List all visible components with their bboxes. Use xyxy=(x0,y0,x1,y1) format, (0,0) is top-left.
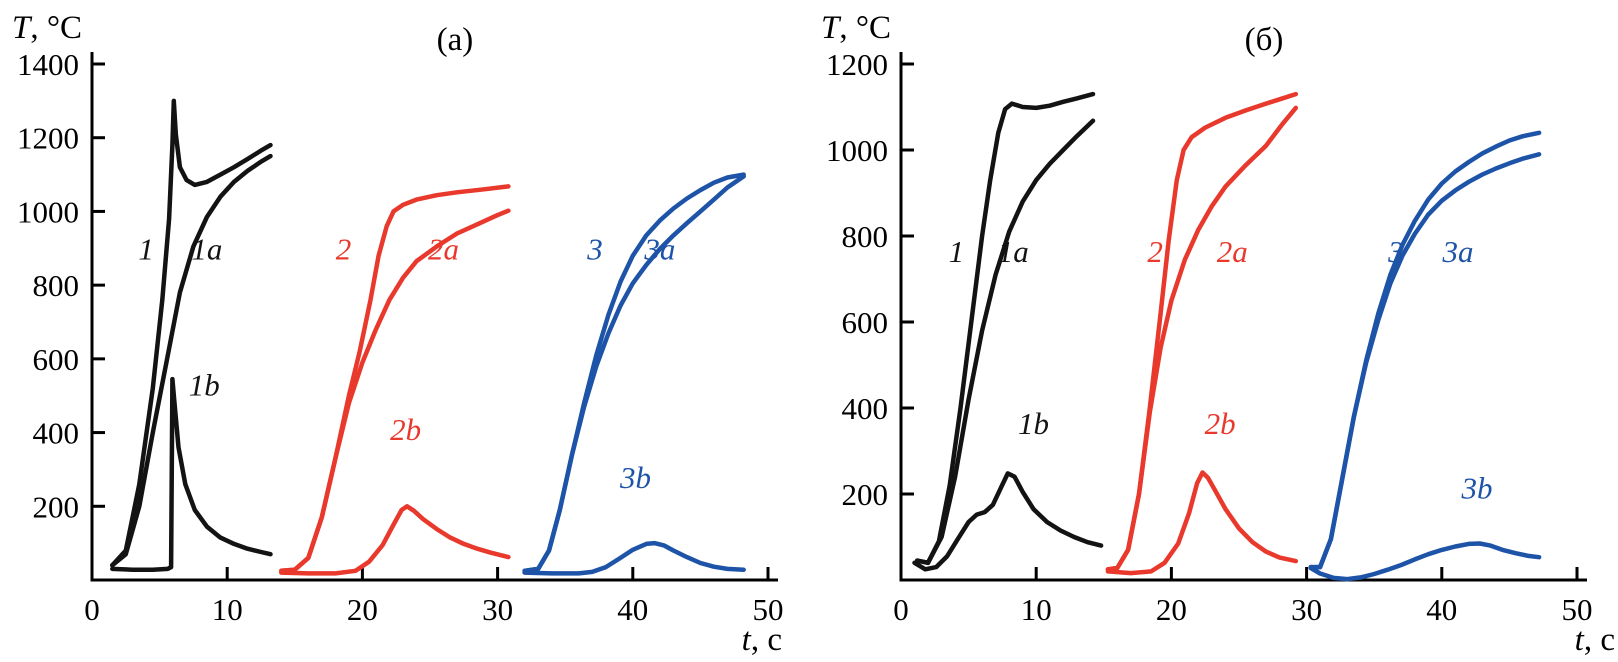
y-tick-label: 1000 xyxy=(826,133,888,168)
curve-label-1a: 1a xyxy=(998,234,1029,269)
curve-1a xyxy=(110,153,273,568)
x-axis-symbol: t xyxy=(1575,622,1585,658)
curve-label-1a: 1a xyxy=(191,231,222,266)
curve-1a xyxy=(914,118,1096,566)
curve-3b xyxy=(522,540,746,576)
curve-label-2a: 2a xyxy=(1217,234,1248,269)
curve-3a xyxy=(1308,152,1542,570)
y-tick-label: 1000 xyxy=(17,194,79,229)
x-axis-title: t, с xyxy=(742,622,782,658)
x-tick-label: 30 xyxy=(1291,592,1322,627)
y-tick-label: 1400 xyxy=(17,47,79,82)
x-tick-label: 20 xyxy=(1156,592,1187,627)
curve-label-2: 2 xyxy=(336,231,352,266)
plot-layer: 200 400 600 800 1000 1200 0 10 20 30 40 50 1 1a 1b 2 2a 2… xyxy=(826,47,1593,627)
curve-label-3b: 3b xyxy=(1460,470,1492,505)
curve-3b xyxy=(1308,541,1542,582)
curve-1 xyxy=(110,98,273,568)
y-axis-symbol: T xyxy=(821,10,842,46)
y-tick-label: 1200 xyxy=(17,121,79,156)
y-axis-title: T, °C xyxy=(821,10,891,46)
x-tick-label: 30 xyxy=(482,592,513,627)
y-axis-symbol: T xyxy=(12,10,33,46)
x-tick-label: 40 xyxy=(617,592,648,627)
curve-label-2b: 2b xyxy=(390,412,421,447)
curve-2 xyxy=(279,184,511,574)
x-tick-label: 50 xyxy=(1562,592,1593,627)
curve-1b xyxy=(110,376,273,572)
chart-panel-a: (а) T, °C t, с 200 400 600 800 1000 1200 1400 0… xyxy=(12,10,784,658)
curve-3 xyxy=(1308,130,1542,570)
x-tick-label: 40 xyxy=(1426,592,1457,627)
x-tick-label: 10 xyxy=(1021,592,1052,627)
curve-label-3: 3 xyxy=(586,231,603,266)
curve-label-2a: 2a xyxy=(428,231,459,266)
curve-label-3a: 3a xyxy=(1442,234,1474,269)
curve-1 xyxy=(914,91,1096,566)
curve-label-1: 1 xyxy=(138,231,154,266)
x-tick-label: 20 xyxy=(347,592,378,627)
curve-1b xyxy=(912,471,1104,572)
curve-label-3b: 3b xyxy=(619,460,651,495)
y-tick-label: 600 xyxy=(842,305,889,340)
axis-lines xyxy=(90,52,778,582)
y-axis-units: , °C xyxy=(30,10,82,46)
curve-2b xyxy=(1105,470,1299,576)
curve-label-3: 3 xyxy=(1387,234,1404,269)
x-axis-units: , с xyxy=(751,622,782,658)
x-tick-label: 0 xyxy=(84,592,100,627)
y-tick-label: 200 xyxy=(842,477,889,512)
curve-label-1b: 1b xyxy=(1018,406,1049,441)
y-axis-title: T, °C xyxy=(12,10,82,46)
curve-label-1b: 1b xyxy=(189,368,220,403)
panel-title-a: (а) xyxy=(437,22,474,58)
curve-2a xyxy=(279,208,511,574)
panel-title-b: (б) xyxy=(1245,22,1284,58)
curve-label-1: 1 xyxy=(949,234,965,269)
x-axis-units: , с xyxy=(1584,622,1615,658)
y-tick-label: 600 xyxy=(33,342,80,377)
curve-label-2: 2 xyxy=(1147,234,1163,269)
curve-3a xyxy=(522,174,746,574)
y-tick-label: 400 xyxy=(842,391,889,426)
x-tick-label: 10 xyxy=(212,592,243,627)
plot-layer: 200 400 600 800 1000 1200 1400 0 10 20 30 40 50 1 1a 1b… xyxy=(17,47,784,627)
x-axis-symbol: t xyxy=(742,622,752,658)
y-tick-label: 800 xyxy=(842,219,889,254)
y-tick-label: 800 xyxy=(33,268,80,303)
curve-2b xyxy=(279,504,511,576)
y-axis-units: , °C xyxy=(839,10,891,46)
y-tick-label: 200 xyxy=(33,489,80,524)
curve-label-2b: 2b xyxy=(1205,406,1236,441)
x-tick-label: 50 xyxy=(753,592,784,627)
x-tick-label: 0 xyxy=(893,592,909,627)
curve-2a xyxy=(1105,105,1299,572)
x-axis-title: t, с xyxy=(1575,622,1615,658)
y-tick-label: 400 xyxy=(33,416,80,451)
curve-label-3a: 3a xyxy=(643,231,675,266)
y-tick-label: 1200 xyxy=(826,47,888,82)
